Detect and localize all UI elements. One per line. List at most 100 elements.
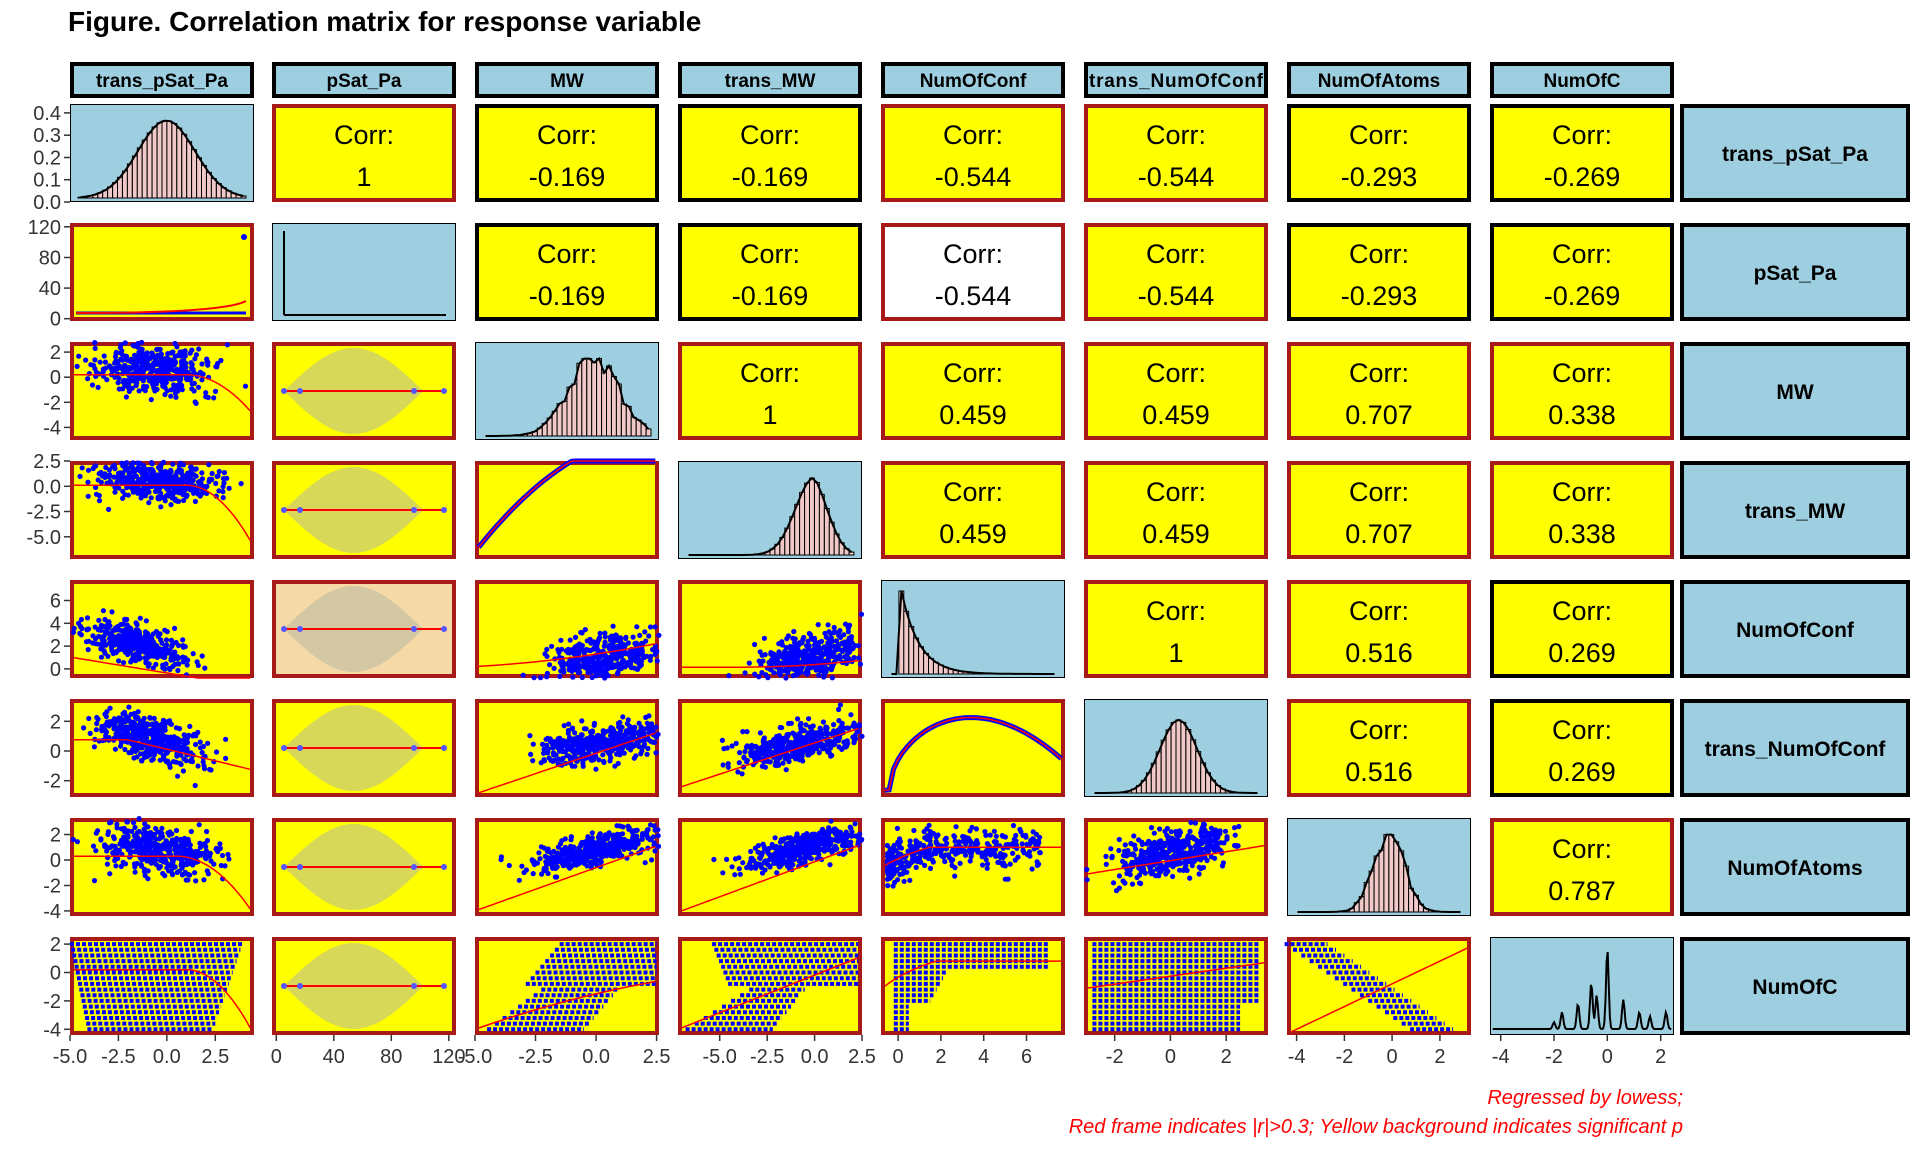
row-label-MW: MW bbox=[1776, 381, 1813, 404]
data-point bbox=[815, 837, 822, 843]
data-point bbox=[620, 824, 626, 830]
data-point bbox=[654, 648, 660, 655]
corr-cell-bg bbox=[1084, 223, 1268, 321]
data-point bbox=[557, 659, 563, 666]
data-point bbox=[95, 641, 101, 647]
panel-trans_MW-vs-trans_NumOfConf: Corr:0.459 bbox=[1084, 461, 1268, 559]
data-point bbox=[581, 660, 587, 667]
corr-label: Corr: bbox=[943, 477, 1003, 507]
row-label-NumOfC: NumOfC bbox=[1752, 976, 1837, 999]
histogram-bar bbox=[586, 358, 593, 437]
data-point bbox=[821, 674, 827, 680]
data-point bbox=[537, 675, 544, 681]
corr-label: Corr: bbox=[537, 120, 597, 150]
data-point bbox=[656, 632, 662, 638]
data-point bbox=[760, 658, 766, 664]
panel-trans_NumOfConf-vs-NumOfConf bbox=[881, 699, 1065, 797]
data-point bbox=[828, 818, 834, 824]
data-point bbox=[836, 646, 842, 652]
data-point bbox=[578, 629, 584, 636]
data-point bbox=[744, 743, 750, 749]
data-point bbox=[637, 632, 643, 639]
data-point bbox=[179, 361, 185, 367]
data-point bbox=[171, 382, 177, 388]
data-point bbox=[216, 468, 222, 475]
data-point bbox=[626, 727, 632, 733]
data-point bbox=[737, 750, 743, 756]
panel-trans_pSat_Pa-vs-pSat_Pa: Corr:1 bbox=[272, 104, 456, 202]
corr-value: -0.269 bbox=[1544, 281, 1621, 311]
row-label-NumOfAtoms: NumOfAtoms bbox=[1727, 857, 1862, 880]
data-point bbox=[149, 467, 155, 473]
data-point bbox=[185, 877, 191, 883]
column-label-trans_pSat_Pa: trans_pSat_Pa bbox=[96, 71, 228, 92]
data-point bbox=[850, 734, 856, 740]
corr-label: Corr: bbox=[1349, 715, 1409, 745]
data-point bbox=[831, 624, 837, 631]
data-point bbox=[95, 627, 101, 633]
data-point bbox=[770, 852, 777, 858]
data-point bbox=[170, 663, 176, 670]
corr-label: Corr: bbox=[740, 239, 800, 269]
data-point bbox=[180, 644, 186, 650]
data-point bbox=[589, 746, 595, 752]
data-point bbox=[634, 827, 640, 833]
data-point bbox=[531, 675, 537, 681]
data-point bbox=[593, 654, 599, 660]
panel-NumOfConf-vs-NumOfConf bbox=[881, 580, 1065, 678]
data-point bbox=[817, 648, 824, 655]
data-point bbox=[154, 472, 160, 478]
data-point bbox=[762, 764, 769, 770]
data-point bbox=[606, 728, 612, 734]
data-point bbox=[135, 340, 141, 347]
panel-pSat_Pa-vs-pSat_Pa bbox=[272, 223, 456, 321]
scatter-panel-bg bbox=[70, 223, 254, 321]
data-point bbox=[720, 870, 726, 876]
data-point bbox=[550, 743, 557, 749]
data-point bbox=[777, 742, 783, 748]
data-point bbox=[800, 758, 806, 764]
corr-cell-bg bbox=[678, 342, 862, 440]
data-point bbox=[164, 492, 170, 499]
histogram-bar bbox=[1160, 739, 1167, 794]
data-point bbox=[136, 816, 142, 822]
data-point bbox=[166, 761, 172, 767]
data-point bbox=[145, 730, 152, 737]
data-point bbox=[827, 666, 834, 672]
data-point bbox=[151, 641, 157, 647]
column-strip-NumOfC bbox=[1490, 62, 1674, 98]
data-point bbox=[126, 718, 132, 724]
corr-label: Corr: bbox=[943, 358, 1003, 388]
density-curve bbox=[80, 119, 244, 199]
data-point bbox=[152, 388, 158, 394]
data-point bbox=[614, 671, 621, 677]
data-point bbox=[646, 713, 652, 719]
data-point bbox=[784, 636, 790, 642]
data-point bbox=[829, 847, 835, 854]
data-point bbox=[611, 727, 617, 734]
data-point bbox=[542, 651, 548, 657]
data-point bbox=[169, 840, 175, 847]
data-point bbox=[149, 362, 155, 368]
data-point bbox=[137, 649, 143, 656]
data-point bbox=[626, 651, 632, 658]
data-point bbox=[780, 660, 786, 666]
data-point bbox=[545, 870, 551, 877]
data-point bbox=[201, 877, 207, 883]
panel-trans_MW-vs-trans_pSat_Pa bbox=[70, 459, 254, 559]
data-point bbox=[620, 714, 626, 720]
data-point bbox=[153, 825, 159, 832]
corr-value: -0.544 bbox=[935, 162, 1012, 192]
data-point bbox=[169, 490, 175, 496]
corr-value: -0.169 bbox=[529, 281, 606, 311]
data-point bbox=[183, 375, 189, 381]
corr-cell-bg bbox=[881, 461, 1065, 559]
data-point bbox=[506, 862, 512, 869]
data-point bbox=[531, 858, 537, 865]
panel-NumOfAtoms-vs-NumOfConf bbox=[881, 818, 1065, 916]
data-point bbox=[106, 631, 112, 637]
data-point bbox=[735, 769, 741, 775]
data-point bbox=[569, 849, 575, 856]
data-point bbox=[606, 830, 612, 836]
data-point bbox=[106, 474, 112, 480]
